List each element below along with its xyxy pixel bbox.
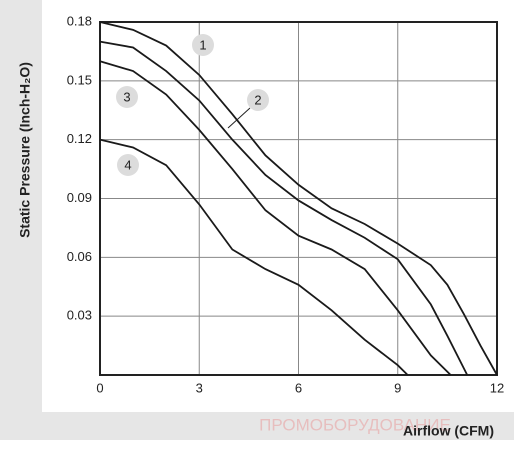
x-tick-label: 12 <box>490 380 504 395</box>
y-tick-label: 0.06 <box>67 249 92 264</box>
y-tick-label: 0.12 <box>67 131 92 146</box>
curve <box>99 138 409 376</box>
label-badge <box>116 86 138 108</box>
curve <box>99 21 498 376</box>
leader-line <box>227 107 251 129</box>
x-tick-label: 3 <box>196 380 203 395</box>
x-tick-label: 6 <box>295 380 302 395</box>
curve-label: 2 <box>254 92 261 107</box>
x-axis-label: Airflow (CFM) <box>403 423 494 439</box>
y-tick-label: 0.03 <box>67 308 92 323</box>
curve <box>99 60 452 376</box>
background-strip <box>0 0 42 440</box>
curve-label: 1 <box>199 37 206 52</box>
x-tick-label: 9 <box>394 380 401 395</box>
y-tick-label: 0.09 <box>67 190 92 205</box>
label-badge <box>192 34 214 56</box>
y-axis-label: Static Pressure (Inch-H₂O) <box>17 62 33 238</box>
curve-label: 4 <box>124 157 131 172</box>
background-strip <box>0 412 514 440</box>
y-tick-label: 0.15 <box>67 72 92 87</box>
plot-frame <box>99 21 498 376</box>
label-badge <box>247 89 269 111</box>
label-badge <box>117 154 139 176</box>
watermark: ПРОМОБОРУДОВАНИЕ <box>259 415 451 434</box>
curve <box>99 40 469 376</box>
x-tick-label: 0 <box>96 380 103 395</box>
y-tick-label: 0.18 <box>67 13 92 28</box>
curve-label: 3 <box>123 89 130 104</box>
